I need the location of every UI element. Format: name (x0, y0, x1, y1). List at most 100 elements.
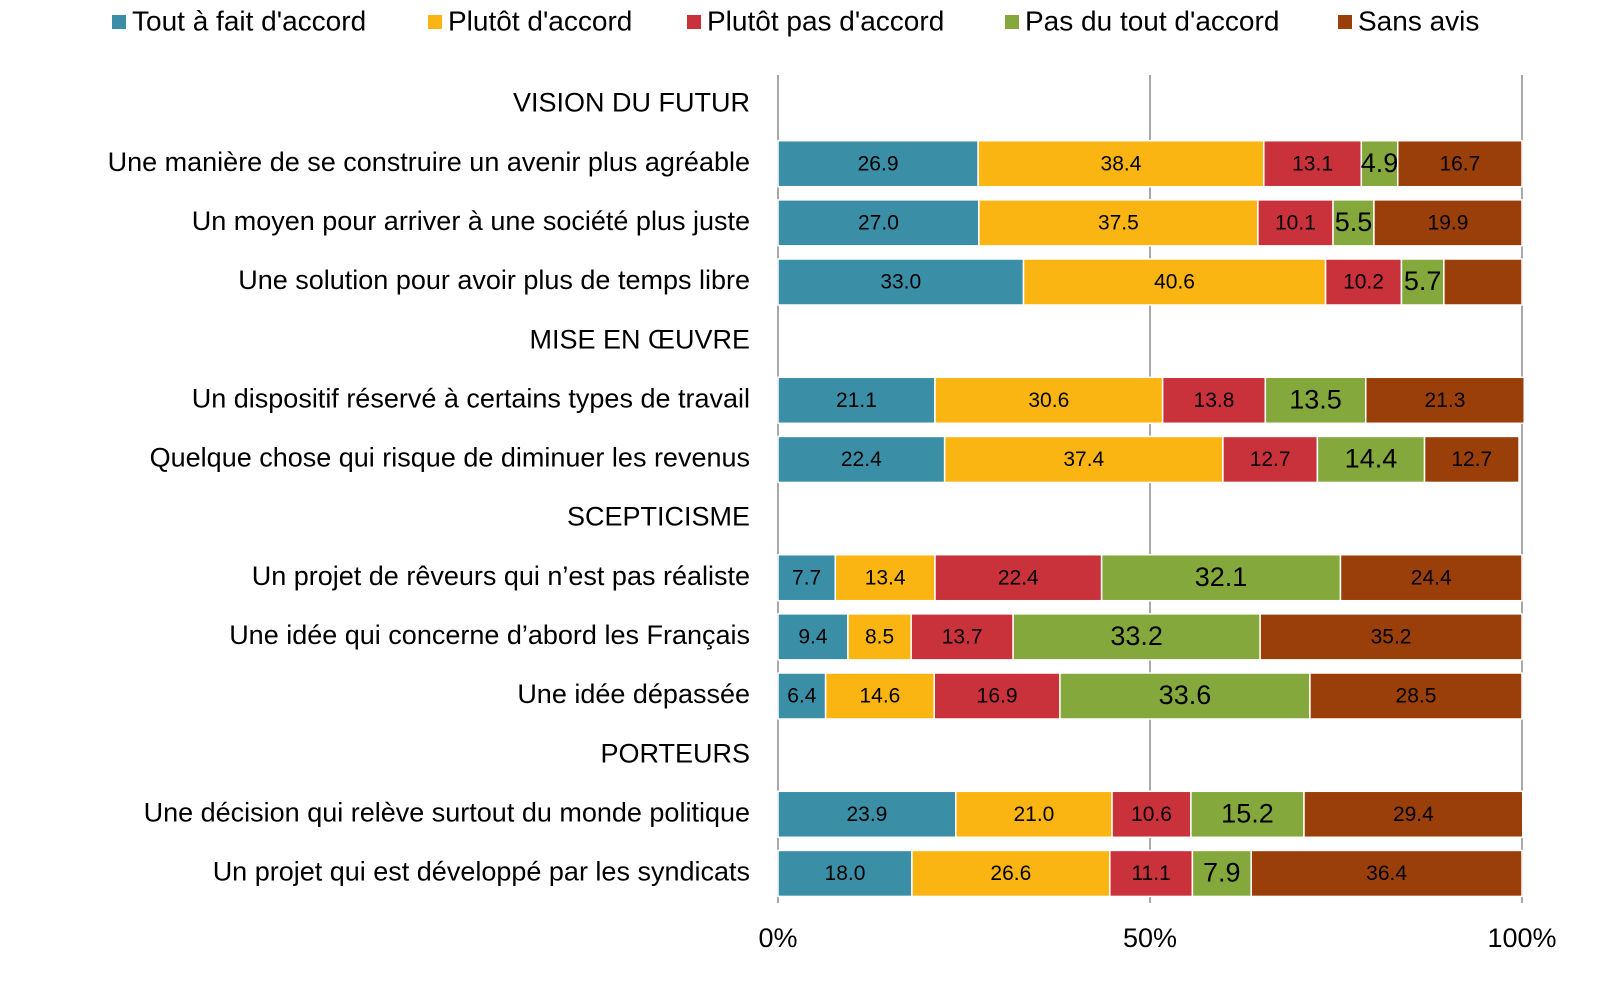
data-label: 4.9 (1361, 148, 1399, 178)
legend-label: Plutôt d'accord (448, 5, 632, 36)
data-label: 13.8 (1194, 389, 1235, 412)
bar-segment (1443, 258, 1523, 306)
bar-segment (847, 613, 912, 661)
legend-swatch (687, 15, 701, 29)
data-label: 9.4 (798, 625, 828, 648)
legend-swatch (112, 15, 126, 29)
bar-segment (777, 199, 980, 247)
bar-segment (777, 258, 1025, 306)
legend-swatch (428, 15, 442, 29)
data-label: 33.6 (1159, 680, 1212, 710)
data-label: 16.7 (1439, 152, 1480, 175)
legend-label: Plutôt pas d'accord (707, 5, 944, 36)
data-label: 16.9 (977, 685, 1018, 708)
bar-segment (1161, 376, 1267, 425)
bar-segment (777, 139, 979, 188)
bar-segment (1365, 376, 1525, 425)
data-label: 13.4 (865, 566, 906, 589)
category-label: Un projet qui est développé par les synd… (213, 857, 750, 887)
data-label: 33.0 (880, 271, 921, 294)
data-label: 10.1 (1275, 211, 1316, 234)
data-label: 10.6 (1131, 803, 1172, 826)
bar-segment (1263, 139, 1363, 188)
data-label: 27.0 (858, 211, 899, 234)
bar-segment (1191, 849, 1252, 898)
data-label: 19.9 (1428, 211, 1469, 234)
data-label: 26.6 (990, 862, 1031, 885)
x-tick-label: 100% (1487, 923, 1556, 953)
bar-segment (1190, 790, 1305, 839)
bar-segment (943, 435, 1224, 484)
data-label: 18.0 (825, 862, 866, 885)
data-label: 5.5 (1335, 207, 1373, 237)
data-label: 12.7 (1250, 448, 1291, 471)
data-label: 8.5 (865, 625, 894, 648)
bar-segment (933, 672, 1061, 720)
data-label: 11.1 (1131, 862, 1170, 885)
data-label: 33.2 (1110, 621, 1163, 651)
x-tick-label: 50% (1123, 923, 1177, 953)
bar-segment (1400, 258, 1445, 306)
bar-segment (955, 790, 1113, 839)
category-label: Une décision qui relève surtout du monde… (144, 797, 750, 827)
data-label: 30.6 (1028, 389, 1069, 412)
data-label: 26.9 (858, 152, 899, 175)
bar-segment (1309, 672, 1523, 720)
category-label: Un moyen pour arriver à une société plus… (192, 206, 750, 236)
legend-label: Pas du tout d'accord (1025, 5, 1279, 36)
bar-segment (1339, 553, 1523, 602)
data-label: 13.7 (942, 625, 983, 648)
category-label: Un projet de rêveurs qui n’est pas réali… (252, 561, 750, 591)
data-label: 15.2 (1221, 798, 1274, 828)
category-label: Une manière de se construire un avenir p… (108, 147, 750, 177)
bar-segment (1022, 258, 1327, 306)
bar-segment (977, 139, 1265, 188)
bar-segment (777, 849, 913, 898)
data-label: 29.4 (1393, 803, 1434, 826)
data-label: 21.3 (1425, 389, 1466, 412)
category-label: MISE EN ŒUVRE (529, 324, 750, 354)
data-label: 37.5 (1098, 211, 1139, 234)
bar-segment (1264, 376, 1367, 425)
data-label: 10.2 (1343, 271, 1384, 294)
legend-label: Tout à fait d'accord (132, 5, 366, 36)
category-label: VISION DU FUTUR (513, 88, 750, 118)
bar-segment (1059, 672, 1311, 720)
data-label: 35.2 (1371, 625, 1412, 648)
bar-segment (1222, 435, 1319, 484)
bar-segment (834, 553, 936, 602)
x-tick-label: 0% (758, 923, 797, 953)
category-label: SCEPTICISME (567, 502, 750, 532)
data-label: 24.4 (1411, 566, 1452, 589)
data-label: 13.5 (1289, 384, 1342, 414)
bar-segment (1397, 139, 1523, 188)
data-label: 12.7 (1451, 448, 1492, 471)
bar-segment (777, 613, 849, 661)
bar-segment (1303, 790, 1524, 839)
bar-segment (1360, 139, 1399, 188)
data-label: 14.6 (859, 685, 900, 708)
category-label: Une idée dépassée (517, 679, 750, 709)
bar-segment (1373, 199, 1523, 247)
data-label: 7.7 (792, 566, 821, 589)
data-label: 21.0 (1013, 803, 1054, 826)
category-label: PORTEURS (600, 738, 750, 768)
bar-segment (1012, 613, 1261, 661)
data-label: 38.4 (1101, 152, 1142, 175)
bar-segment (777, 376, 936, 425)
category-label: Une idée qui concerne d’abord les França… (229, 620, 750, 650)
category-label: Une solution pour avoir plus de temps li… (238, 265, 750, 295)
data-label: 22.4 (841, 448, 882, 471)
legend-swatch (1005, 15, 1019, 29)
bar-segment (777, 553, 837, 602)
data-label: 32.1 (1195, 562, 1248, 592)
legend-swatch (1338, 15, 1352, 29)
data-label: 23.9 (846, 803, 887, 826)
bar-segment (1324, 258, 1403, 306)
data-label: 5.7 (1404, 266, 1442, 296)
data-label: 28.5 (1396, 685, 1437, 708)
legend-label: Sans avis (1358, 5, 1479, 36)
bar-segment (1257, 199, 1334, 247)
data-label: 14.4 (1345, 444, 1398, 474)
